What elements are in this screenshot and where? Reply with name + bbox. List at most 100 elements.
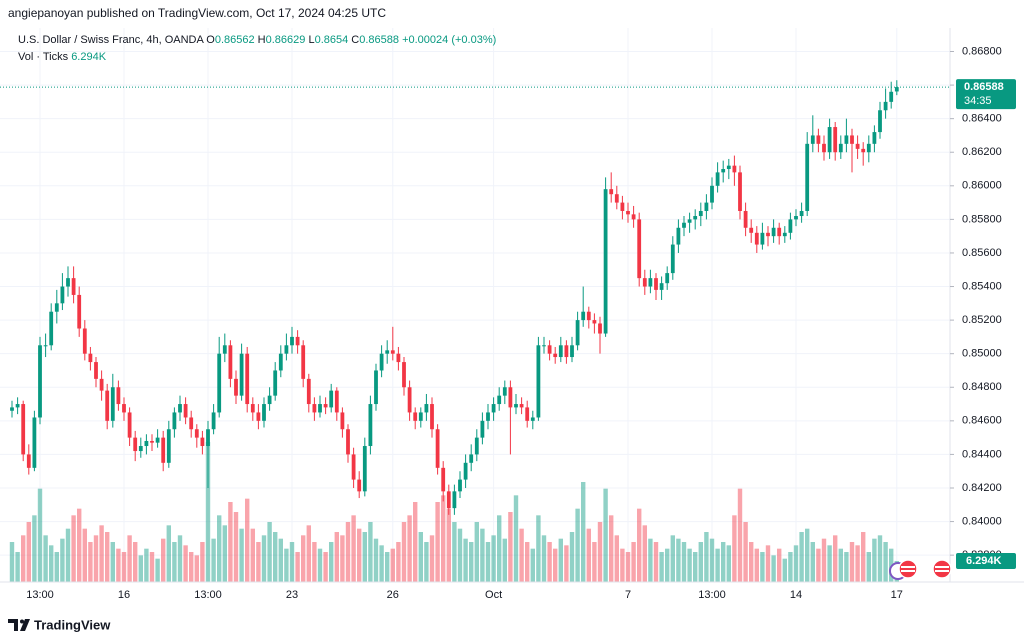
candle-body — [564, 345, 569, 358]
candle-body — [698, 210, 703, 217]
candle-body — [385, 350, 390, 354]
candle-layer — [10, 80, 899, 515]
candle-body — [435, 429, 440, 468]
candle-body — [245, 353, 250, 405]
volume-bar — [183, 545, 188, 582]
candle-body — [598, 323, 602, 334]
volume-bar — [351, 515, 356, 582]
candle-body — [654, 278, 658, 290]
candle-body — [872, 132, 877, 144]
candle-body — [54, 303, 59, 312]
volume-bar — [77, 508, 82, 582]
volume-bar — [149, 552, 155, 582]
volume-bar — [799, 532, 804, 582]
candle-body — [480, 420, 485, 438]
volume-bar — [15, 552, 20, 582]
candle-body — [491, 404, 496, 413]
event-icon — [932, 559, 952, 579]
candle-body — [474, 437, 479, 455]
candle-body — [637, 219, 642, 279]
volume-bar — [513, 495, 519, 582]
candle-body — [334, 390, 339, 413]
volume-bar — [642, 525, 647, 582]
volume-bar — [698, 542, 703, 582]
volume-bar — [211, 538, 216, 582]
candle-body — [878, 110, 882, 133]
ohlc-label: H — [258, 34, 266, 46]
candle-body — [418, 412, 423, 421]
volume-bar — [821, 538, 827, 582]
volume-layer — [9, 442, 899, 582]
volume-bar — [721, 542, 726, 582]
candle-body — [424, 404, 429, 413]
volume-bar — [32, 515, 37, 582]
candle-body — [301, 345, 306, 379]
volume-bar — [144, 548, 149, 582]
candle-body — [66, 278, 70, 287]
candle-body — [508, 387, 513, 408]
volume-bar — [418, 532, 423, 582]
y-tick-label: 0.86200 — [962, 146, 1002, 158]
volume-bar — [9, 542, 15, 582]
volume-bar — [519, 528, 524, 582]
volume-bar — [816, 548, 821, 582]
candle-body — [760, 232, 765, 245]
volume-bar — [715, 548, 720, 582]
candle-body — [710, 185, 714, 203]
candle-body — [88, 353, 93, 363]
y-tick-label: 0.84600 — [962, 415, 1002, 427]
candle-body — [60, 286, 65, 304]
volume-bar — [334, 532, 339, 582]
candle-body — [172, 412, 177, 430]
axis-layer: 0.838000.840000.842000.844000.846000.848… — [0, 45, 1016, 601]
volume-bar — [323, 552, 328, 582]
candle-body — [620, 202, 625, 211]
volume-bar — [474, 522, 479, 582]
volume-bar — [681, 542, 687, 582]
volume-bar — [155, 558, 160, 582]
volume-bar — [732, 515, 737, 582]
volume-bar — [665, 548, 670, 582]
volume-bar — [581, 482, 586, 582]
volume-bar — [609, 515, 614, 582]
volume-bar — [217, 515, 222, 582]
volume-bar — [765, 545, 771, 582]
volume-bar — [771, 555, 776, 582]
volume-bar — [782, 558, 787, 582]
volume-bar — [547, 542, 552, 582]
candle-body — [805, 143, 810, 211]
candle-body — [217, 353, 222, 413]
candle-body — [631, 214, 636, 220]
candle-body — [71, 278, 76, 295]
candle-body — [738, 172, 742, 211]
candle-body — [553, 353, 558, 358]
volume-bar — [810, 542, 815, 582]
candle-body — [648, 278, 653, 287]
candle-body — [822, 143, 826, 153]
volume-bar — [105, 532, 110, 582]
candle-body — [794, 216, 798, 220]
candle-body — [178, 404, 182, 413]
volume-bar — [676, 538, 681, 582]
candle-body — [189, 417, 194, 430]
candle-body — [458, 479, 462, 492]
candle-body — [161, 437, 166, 463]
candle-body — [497, 395, 502, 405]
candle-body — [810, 135, 815, 144]
volume-bar — [228, 502, 233, 582]
candle-body — [704, 202, 709, 211]
y-tick-label: 0.85800 — [962, 213, 1002, 225]
volume-bar — [37, 488, 43, 582]
candle-body — [200, 437, 205, 447]
volume-bar — [788, 552, 793, 582]
volume-bar — [88, 542, 93, 582]
volume-bar — [116, 548, 121, 582]
candle-body — [850, 135, 854, 144]
ohlc-label: O — [206, 34, 215, 46]
volume-bar — [329, 542, 334, 582]
candle-body — [21, 404, 26, 455]
candle-body — [861, 148, 866, 153]
candle-body — [547, 345, 552, 354]
x-tick-label: 13:00 — [698, 589, 726, 601]
candle-body — [239, 353, 244, 396]
